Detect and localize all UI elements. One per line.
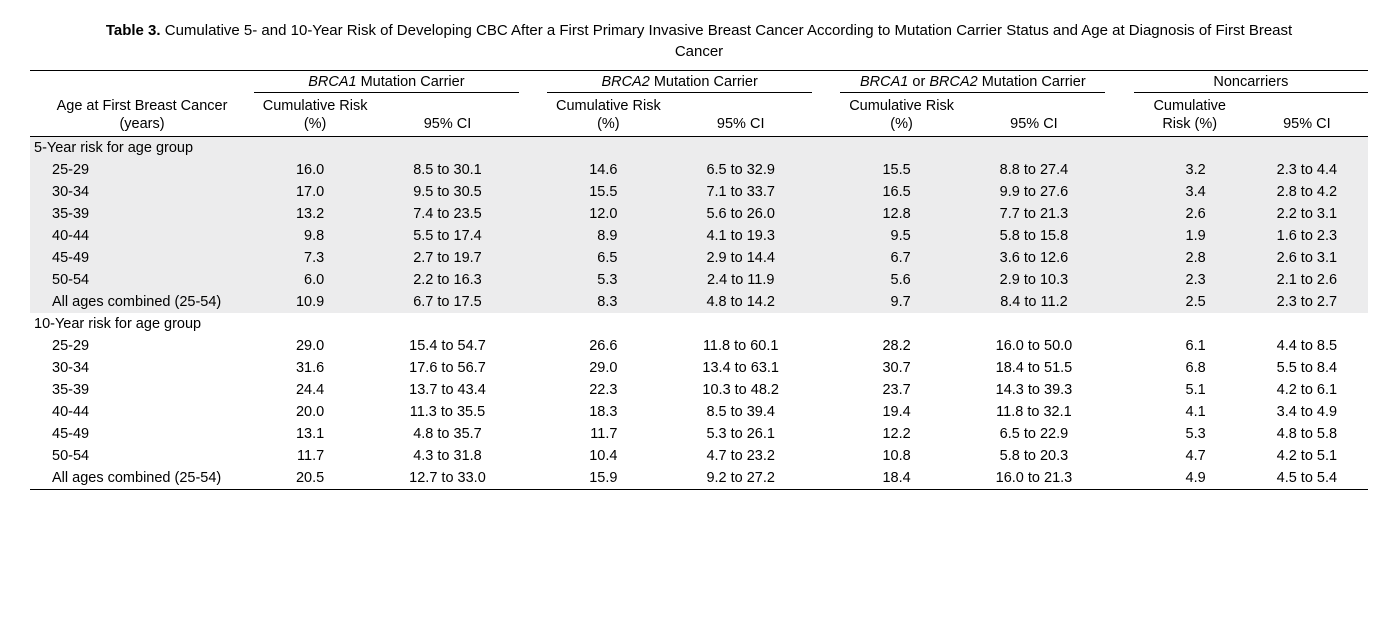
- age-label: 40-44: [30, 401, 254, 423]
- table-row: 30-34 31.617.6 to 56.7 29.013.4 to 63.1 …: [30, 357, 1368, 379]
- table-row: 45-49 13.14.8 to 35.7 11.75.3 to 26.1 12…: [30, 423, 1368, 445]
- cell: 8.5 to 30.1: [376, 159, 519, 181]
- cell: 6.5 to 32.9: [669, 159, 812, 181]
- risk-table: Age at First Breast Cancer (years) BRCA1…: [30, 70, 1368, 490]
- cell: 3.2: [1134, 159, 1246, 181]
- table-title: Table 3. Cumulative 5- and 10-Year Risk …: [30, 20, 1368, 62]
- age-label: 30-34: [30, 181, 254, 203]
- table-row: 25-29 29.015.4 to 54.7 26.611.8 to 60.1 …: [30, 335, 1368, 357]
- age-label: 35-39: [30, 203, 254, 225]
- age-label: 50-54: [30, 269, 254, 291]
- sub-risk: Cumulative Risk (%): [547, 93, 669, 137]
- age-label: 35-39: [30, 379, 254, 401]
- age-label: 25-29: [30, 335, 254, 357]
- table-row: 40-44 9.85.5 to 17.4 8.94.1 to 19.3 9.55…: [30, 225, 1368, 247]
- table-row: 35-39 13.27.4 to 23.5 12.05.6 to 26.0 12…: [30, 203, 1368, 225]
- sub-ci: 95% CI: [669, 93, 812, 137]
- col-group-brca2: BRCA2 Mutation Carrier: [547, 71, 812, 93]
- section-5yr: 5-Year risk for age group: [30, 137, 1368, 160]
- age-label: 45-49: [30, 247, 254, 269]
- table-row: 25-29 16.08.5 to 30.1 14.66.5 to 32.9 15…: [30, 159, 1368, 181]
- age-label: 50-54: [30, 445, 254, 467]
- table-caption: Cumulative 5- and 10-Year Risk of Develo…: [165, 22, 1292, 60]
- table-row: 50-54 11.74.3 to 31.8 10.44.7 to 23.2 10…: [30, 445, 1368, 467]
- table-row: 40-44 20.011.3 to 35.5 18.38.5 to 39.4 1…: [30, 401, 1368, 423]
- age-label: All ages combined (25-54): [30, 467, 254, 490]
- age-label: 25-29: [30, 159, 254, 181]
- col-group-brca1or2: BRCA1 or BRCA2 Mutation Carrier: [840, 71, 1105, 93]
- col-group-noncarriers: Noncarriers: [1134, 71, 1368, 93]
- table-row: 50-54 6.02.2 to 16.3 5.32.4 to 11.9 5.62…: [30, 269, 1368, 291]
- table-row: 35-39 24.413.7 to 43.4 22.310.3 to 48.2 …: [30, 379, 1368, 401]
- section-10yr: 10-Year risk for age group: [30, 313, 1368, 335]
- rowlabel-header: Age at First Breast Cancer (years): [30, 71, 254, 137]
- cell: 16.0: [254, 159, 376, 181]
- sub-ci: 95% CI: [963, 93, 1106, 137]
- sub-risk: Cumulative Risk (%): [1134, 93, 1246, 137]
- age-label: 30-34: [30, 357, 254, 379]
- sub-risk: Cumulative Risk (%): [254, 93, 376, 137]
- col-group-brca1: BRCA1 Mutation Carrier: [254, 71, 519, 93]
- age-label: All ages combined (25-54): [30, 291, 254, 313]
- table-row: All ages combined (25-54) 20.512.7 to 33…: [30, 467, 1368, 490]
- cell: 14.6: [547, 159, 669, 181]
- sub-risk: Cumulative Risk (%): [840, 93, 962, 137]
- age-label: 45-49: [30, 423, 254, 445]
- table-row: 45-49 7.32.7 to 19.7 6.52.9 to 14.4 6.73…: [30, 247, 1368, 269]
- age-label: 40-44: [30, 225, 254, 247]
- cell: 15.5: [840, 159, 962, 181]
- cell: 2.3 to 4.4: [1246, 159, 1368, 181]
- cell: 8.8 to 27.4: [963, 159, 1106, 181]
- sub-ci: 95% CI: [1246, 93, 1368, 137]
- table-row: 30-34 17.09.5 to 30.5 15.57.1 to 33.7 16…: [30, 181, 1368, 203]
- table-row: All ages combined (25-54) 10.96.7 to 17.…: [30, 291, 1368, 313]
- sub-ci: 95% CI: [376, 93, 519, 137]
- table-number: Table 3.: [106, 22, 161, 39]
